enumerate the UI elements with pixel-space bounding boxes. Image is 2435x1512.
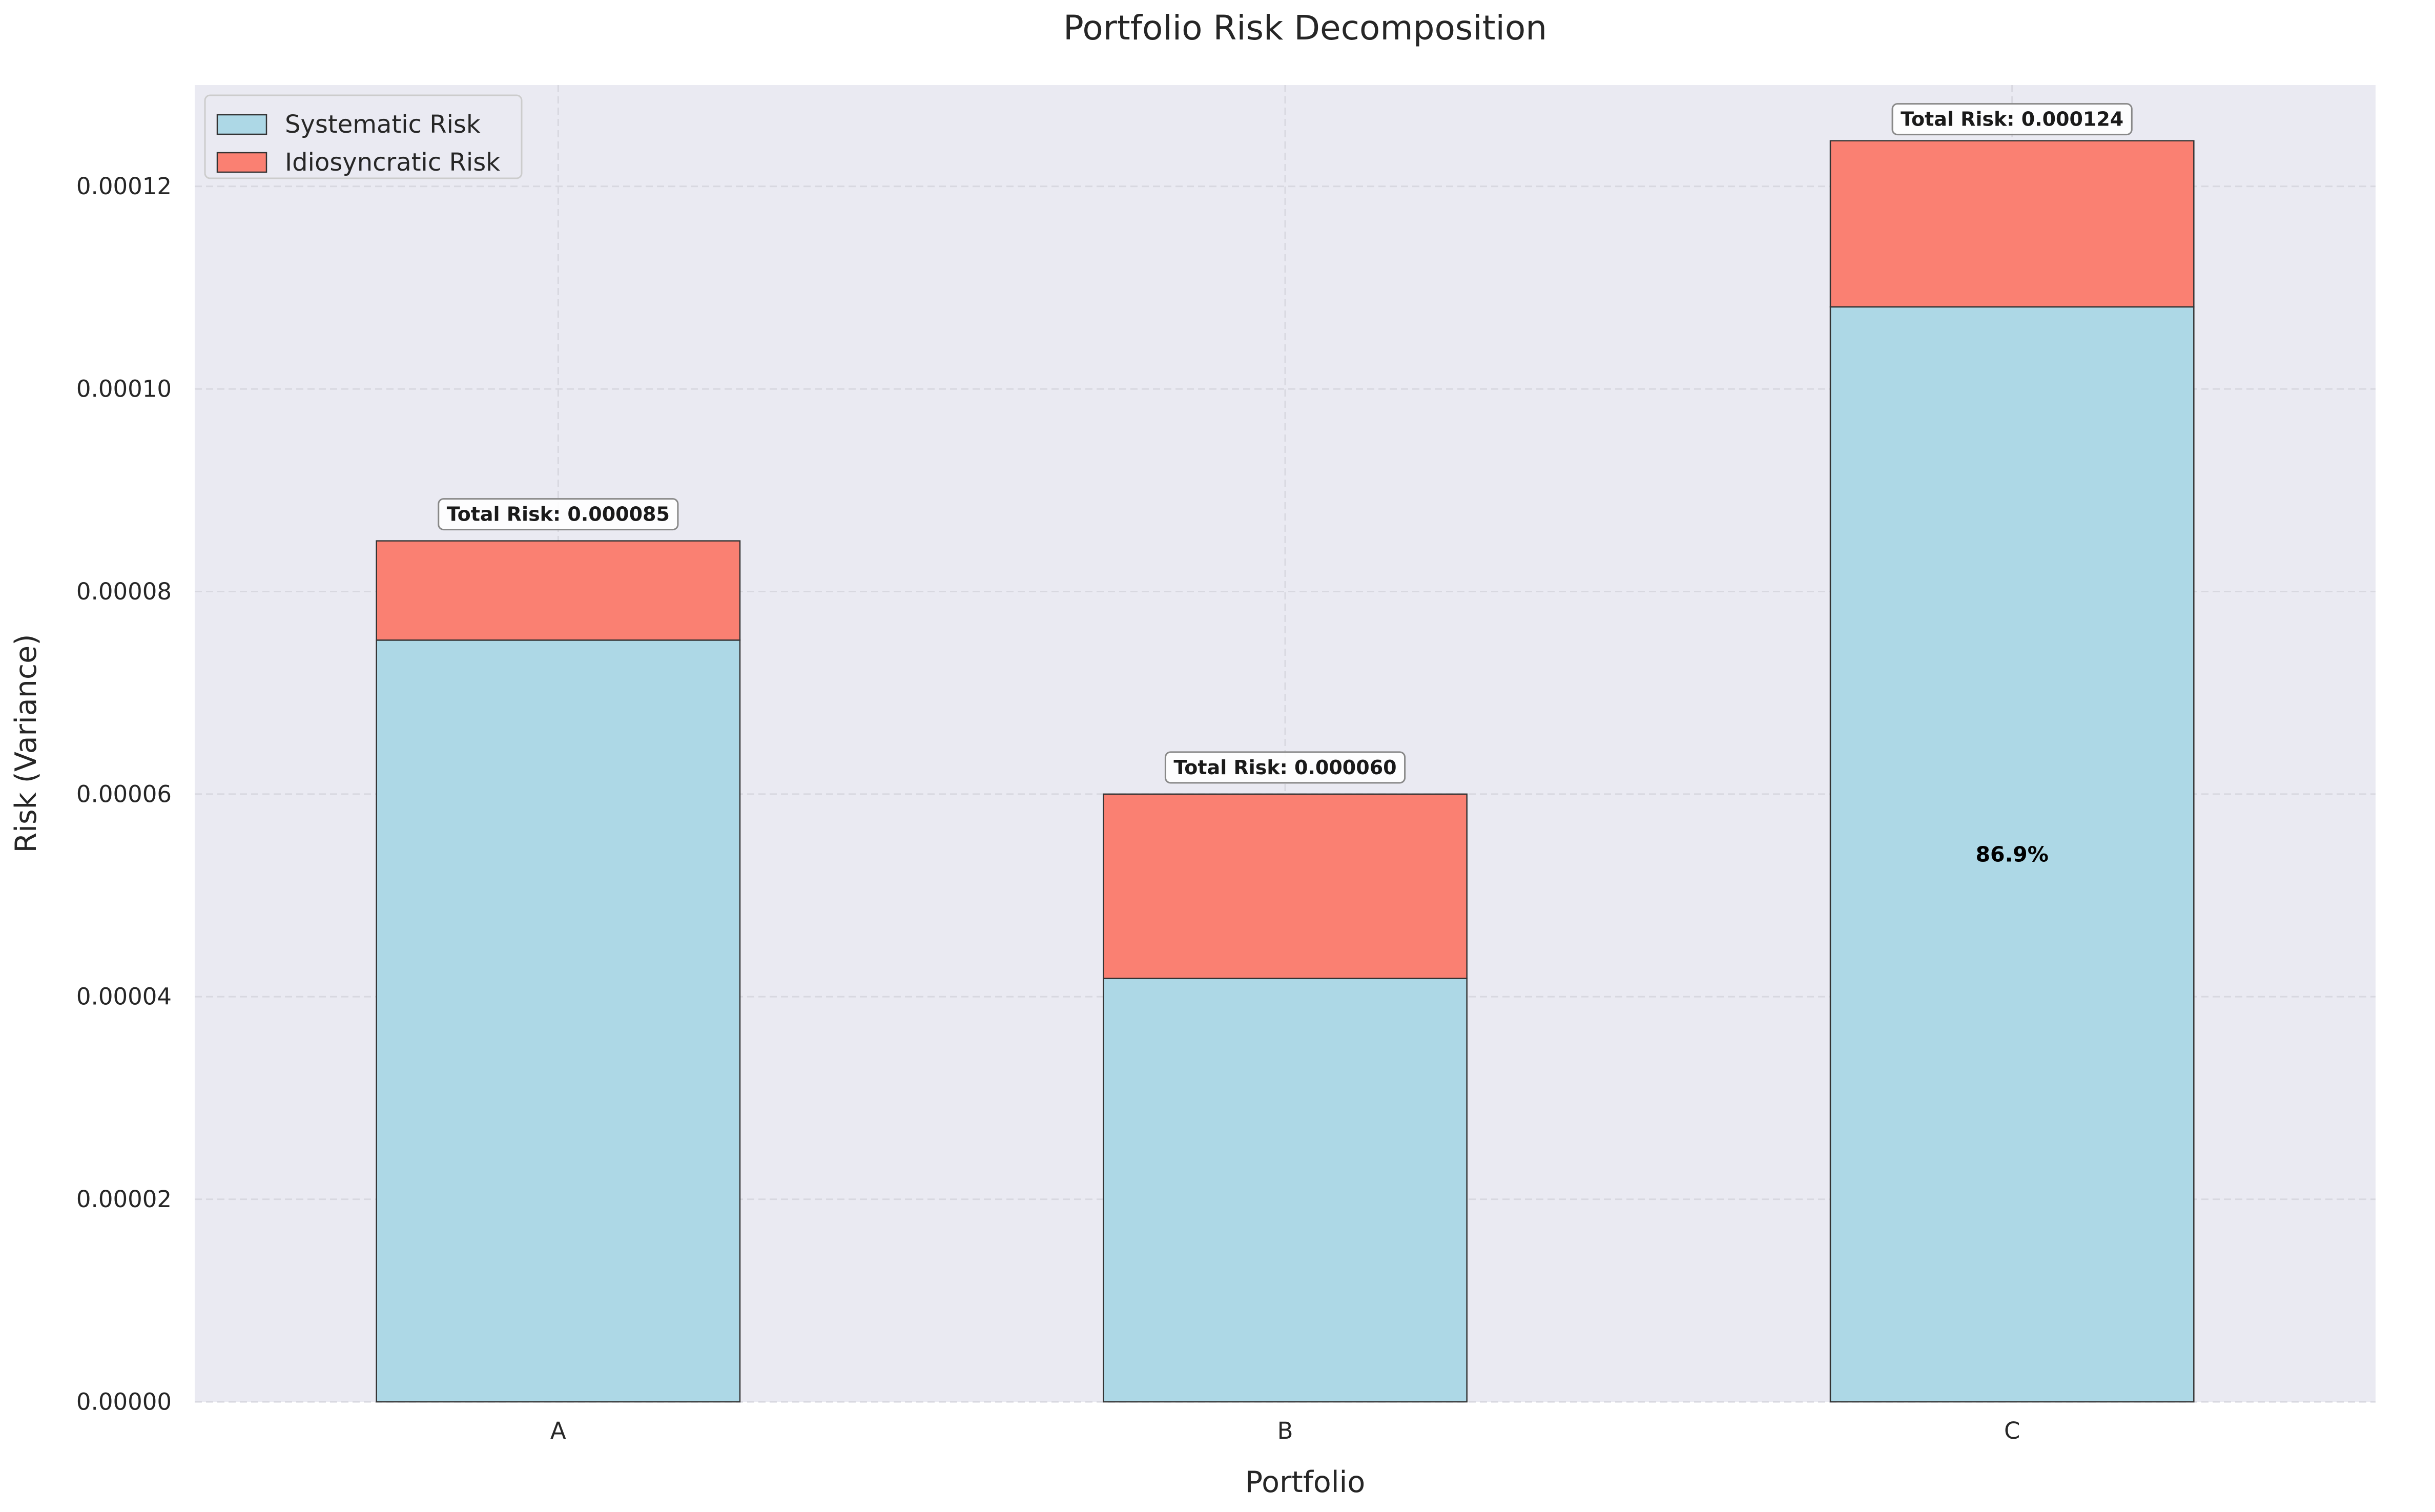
total-label-box	[1164, 751, 1406, 784]
y-tick-label: 0.00000	[76, 1389, 172, 1416]
total-label-text: Total Risk: 0.000060	[1173, 756, 1396, 779]
y-tick-label: 0.00006	[76, 780, 172, 807]
bar-c-series-1[interactable]	[1829, 140, 2195, 308]
bar-a-series-1[interactable]	[376, 540, 741, 641]
bar-labels: Total Risk: 0.000085 Total Risk: 0.000060…	[438, 103, 2133, 866]
y-axis-title: Risk (Variance)	[9, 634, 43, 853]
total-label-text: Total Risk: 0.000124	[1901, 108, 2123, 131]
total-risk-label: Total Risk: 0.000085	[438, 498, 679, 531]
legend-swatch	[216, 152, 267, 173]
bar-c-series-0[interactable]	[1829, 306, 2195, 1403]
y-tick-label: 0.00008	[76, 578, 172, 605]
bar-b-series-1[interactable]	[1103, 793, 1468, 979]
y-tick-label: 0.00002	[76, 1186, 172, 1213]
axis-ticks: 0.00000 0.00002 0.00004 0.00006 0.00008 0.000…	[76, 173, 2020, 1444]
legend-frame	[204, 94, 523, 179]
legend-swatch	[216, 114, 267, 135]
bars	[376, 140, 2195, 1403]
y-tick-label: 0.00004	[76, 983, 172, 1010]
legend-label: Systematic Risk	[285, 110, 481, 139]
bar-b-series-0[interactable]	[1103, 978, 1468, 1403]
y-tick-label: 0.00012	[76, 173, 172, 200]
x-axis-title: Portfolio	[1245, 1465, 1366, 1499]
x-tick-label: B	[1277, 1417, 1293, 1444]
total-risk-label: Total Risk: 0.000060	[1164, 751, 1406, 784]
chart-title: Portfolio Risk Decomposition	[1063, 8, 1547, 48]
legend[interactable]: Systematic Risk Idiosyncratic Risk	[204, 94, 523, 179]
x-tick-label: C	[2004, 1417, 2020, 1444]
total-label-box	[1891, 103, 2133, 136]
total-risk-label: Total Risk: 0.000124	[1891, 103, 2133, 136]
bar-a-series-0[interactable]	[376, 639, 741, 1403]
total-label-box	[438, 498, 679, 531]
legend-label: Idiosyncratic Risk	[285, 148, 500, 177]
x-tick-label: A	[550, 1417, 566, 1444]
segment-percent-label: 86.9%	[1976, 842, 2049, 866]
total-label-text: Total Risk: 0.000085	[447, 503, 670, 526]
y-tick-label: 0.00010	[76, 376, 172, 403]
